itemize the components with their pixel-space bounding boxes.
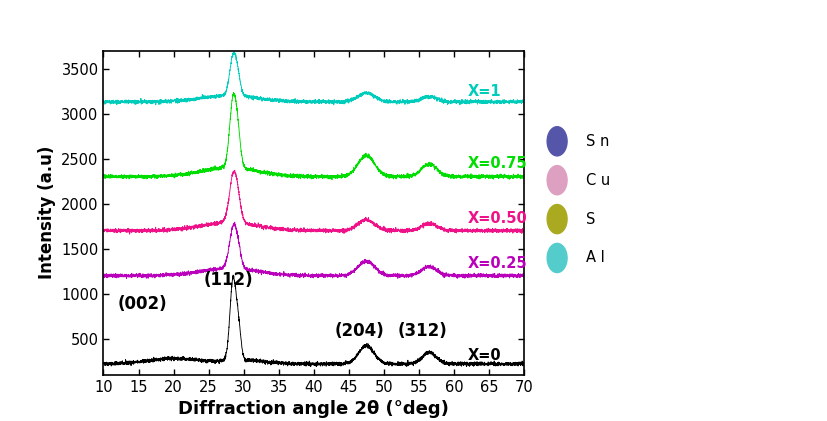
Circle shape — [547, 243, 566, 272]
Text: S: S — [586, 212, 595, 226]
Text: X=0.50: X=0.50 — [467, 211, 527, 226]
Text: (204): (204) — [334, 322, 384, 340]
Circle shape — [547, 205, 566, 234]
Text: A l: A l — [586, 250, 604, 266]
Circle shape — [547, 127, 566, 156]
Text: C u: C u — [586, 173, 609, 188]
Text: (312): (312) — [397, 322, 447, 340]
Text: X=0.75: X=0.75 — [467, 157, 527, 171]
Text: X=1: X=1 — [467, 83, 501, 99]
Text: S n: S n — [586, 134, 609, 149]
Circle shape — [547, 165, 566, 195]
Text: X=0: X=0 — [467, 348, 501, 363]
Text: X=0.25: X=0.25 — [467, 256, 527, 271]
Text: (002): (002) — [117, 295, 167, 312]
Text: (112): (112) — [203, 271, 253, 289]
Y-axis label: Intensity (a.u): Intensity (a.u) — [37, 146, 55, 279]
X-axis label: Diffraction angle 2θ (°deg): Diffraction angle 2θ (°deg) — [178, 400, 448, 418]
